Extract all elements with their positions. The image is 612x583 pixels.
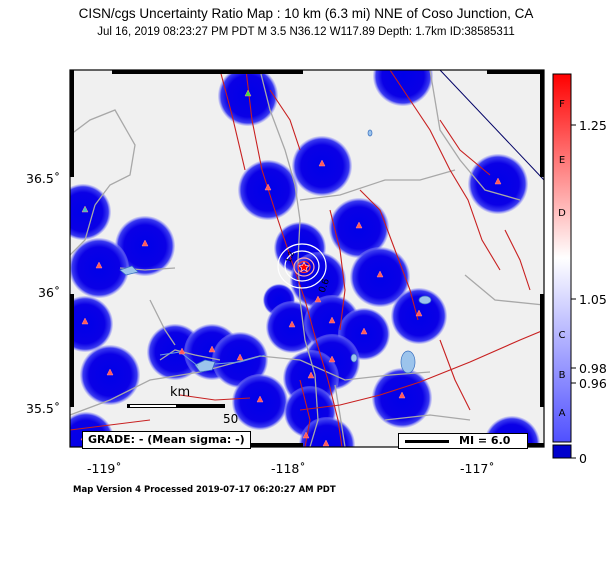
contour-label-2: 1.2	[284, 250, 296, 264]
lat-tick-36-5: 36.5˚	[26, 171, 61, 186]
mi-legend: MI = 6.0	[398, 433, 528, 449]
mi-legend-bar	[405, 440, 449, 443]
mi-legend-text: MI = 6.0	[459, 434, 511, 447]
event-info: Jul 16, 2019 08:23:27 PM PDT M 3.5 N36.1…	[97, 26, 515, 38]
contour-label: 0.6	[317, 277, 332, 294]
grade-text: GRADE: - (Mean sigma: -)	[88, 433, 245, 446]
state-border	[439, 70, 544, 181]
scale-bar	[127, 404, 225, 408]
colorbar-value-0-96: 0.96	[579, 376, 607, 391]
colorbar-letter-c: C	[558, 330, 566, 341]
colorbar-letter-d: D	[558, 208, 566, 219]
grade-box: GRADE: - (Mean sigma: -)	[82, 431, 251, 449]
water-bodies	[119, 129, 432, 374]
colorbar-value-1-05: 1.05	[579, 292, 607, 307]
map-version-footer: Map Version 4 Processed 2019-07-17 06:20…	[73, 485, 336, 495]
lon-tick-118: -118˚	[271, 461, 306, 476]
scale-unit: km	[170, 385, 191, 400]
roads	[70, 70, 544, 447]
colorbar-letter-a: A	[558, 408, 566, 419]
station-markers	[80, 89, 516, 447]
scale-value: 50	[223, 412, 239, 426]
colorbar-letter-b: B	[558, 370, 566, 381]
epicenter-star	[298, 261, 310, 273]
lon-tick-117: -117˚	[460, 461, 495, 476]
colorbar-letter-f: F	[559, 99, 565, 110]
colorbar	[552, 73, 576, 459]
lat-tick-36: 36˚	[38, 285, 61, 300]
colorbar-value-0-98: 0.98	[579, 361, 607, 376]
lat-tick-35-5: 35.5˚	[26, 401, 61, 416]
lon-tick-119: -119˚	[87, 461, 122, 476]
faults	[70, 70, 544, 447]
colorbar-value-0: 0	[579, 451, 587, 466]
colorbar-letter-e: E	[558, 155, 566, 166]
map-frame	[69, 69, 545, 448]
colorbar-value-1-25: 1.25	[579, 118, 607, 133]
map-title: CISN/cgs Uncertainty Ratio Map : 10 km (…	[78, 6, 534, 21]
